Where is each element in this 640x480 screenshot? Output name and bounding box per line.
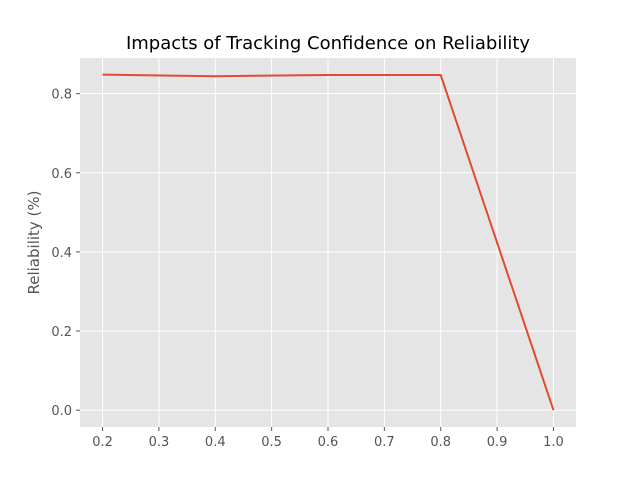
x-tick-label: 0.9 (487, 435, 508, 450)
x-tick-label: 0.6 (318, 435, 339, 450)
grid (80, 58, 576, 427)
x-tick-label: 0.8 (430, 435, 451, 450)
x-tick-label: 0.2 (92, 435, 113, 450)
chart-title: Impacts of Tracking Confidence on Reliab… (126, 33, 530, 54)
x-tick-label: 0.4 (205, 435, 226, 450)
series-line (102, 73, 555, 411)
y-tick-label: 0.8 (51, 88, 72, 103)
y-tick-label: 0.2 (51, 325, 72, 340)
y-axis-label: Reliability (%) (25, 190, 43, 294)
x-tick-label: 0.7 (374, 435, 395, 450)
y-tick-label: 0.6 (51, 167, 72, 182)
x-tick-label: 0.3 (149, 435, 170, 450)
x-tick-label: 0.5 (261, 435, 282, 450)
y-tick-label: 0.4 (51, 246, 72, 261)
y-tick-label: 0.0 (51, 404, 72, 419)
series-layer (102, 73, 555, 411)
axis-ticks: 0.2 0.3 0.4 0.5 0.6 0.7 0.8 0.9 1.0 0.0 0.2 0.4 0.6 0… (51, 88, 563, 450)
x-tick-label: 1.0 (543, 435, 564, 450)
